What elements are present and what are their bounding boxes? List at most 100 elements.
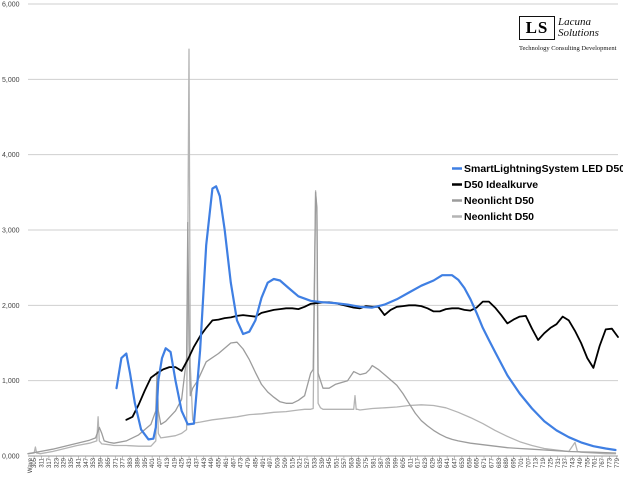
x-axis-first-label: Wave [28,457,34,473]
x-tick-label-10: 365 [106,457,112,468]
x-tick-label-41: 551 [335,457,341,468]
x-tick-label-75: 755 [585,457,591,468]
x-tick-label-55: 635 [438,457,444,468]
logo-monogram: LS [519,16,555,40]
y-tick-label-5: 5,000 [2,77,20,84]
x-tick-label-53: 623 [423,457,429,468]
y-tick-label-2: 2,000 [2,303,20,310]
legend-label-1: D50 Idealkurve [464,179,538,191]
x-tick-label-25: 455 [217,457,223,468]
x-tick-label-22: 437 [194,457,200,468]
x-tick-label-63: 683 [497,457,503,468]
legend-label-3: Neonlicht D50 [464,211,534,223]
x-tick-label-5: 335 [69,457,75,468]
logo-tagline: Technology Consulting Development [519,45,617,52]
x-tick-label-74: 749 [578,457,584,468]
x-tick-label-7: 347 [84,457,90,468]
x-tick-label-21: 431 [187,457,193,468]
x-tick-label-23: 443 [202,457,208,468]
y-tick-label-6: 6,000 [2,2,20,9]
x-tick-label-31: 491 [261,457,267,468]
x-tick-label-15: 395 [143,457,149,468]
x-tick-label-44: 569 [357,457,363,468]
x-tick-label-39: 539 [320,457,326,468]
x-tick-label-11: 371 [113,457,119,468]
x-tick-label-12: 377 [121,457,127,468]
x-tick-label-28: 473 [239,457,245,468]
x-tick-label-13: 383 [128,457,134,468]
x-tick-label-6: 341 [76,457,82,468]
company-logo: LS Lacuna Solutions Technology Consultin… [519,16,617,58]
x-tick-label-35: 515 [290,457,296,468]
x-tick-label-27: 467 [231,457,237,468]
x-tick-label-19: 419 [172,457,178,468]
x-tick-label-60: 665 [475,457,481,468]
x-tick-label-66: 701 [519,457,525,468]
x-tick-label-49: 599 [394,457,400,468]
x-tick-label-17: 407 [158,457,164,468]
x-tick-label-79: 779 [615,457,621,468]
x-tick-label-68: 713 [534,457,540,468]
x-tick-label-43: 563 [349,457,355,468]
series-line-2 [27,191,617,455]
gridlines [28,3,618,457]
y-tick-label-3: 3,000 [2,228,20,235]
x-tick-label-59: 659 [467,457,473,468]
x-tick-label-67: 707 [526,457,532,468]
x-tick-label-20: 425 [180,457,186,468]
x-tick-label-69: 719 [541,457,547,468]
x-tick-label-9: 359 [99,457,105,468]
x-tick-label-61: 671 [482,457,488,468]
x-tick-label-42: 557 [342,457,348,468]
x-tick-label-40: 545 [327,457,333,468]
x-tick-label-14: 389 [135,457,141,468]
x-tick-label-37: 527 [305,457,311,468]
x-tick-label-77: 767 [600,457,606,468]
x-tick-label-78: 773 [607,457,613,468]
x-tick-label-33: 503 [276,457,282,468]
x-tick-label-46: 581 [371,457,377,468]
x-tick-label-50: 605 [401,457,407,468]
series-line-3 [27,48,617,455]
series-lines [27,48,619,455]
x-tick-label-45: 575 [364,457,370,468]
x-tick-label-36: 521 [298,457,304,468]
y-tick-label-4: 4,000 [2,152,20,159]
x-tick-label-8: 353 [91,457,97,468]
legend-label-0: SmartLightningSystem LED D50 [464,163,623,175]
x-tick-label-3: 323 [54,457,60,468]
x-tick-label-38: 533 [312,457,318,468]
x-tick-label-72: 737 [563,457,569,468]
x-tick-label-54: 629 [430,457,436,468]
y-axis-ticks: 0,000 1,000 2,000 3,000 4,000 5,000 6,000 [2,2,20,461]
x-tick-label-51: 611 [408,457,414,467]
y-tick-label-1: 1,000 [2,378,20,385]
legend: SmartLightningSystem LED D50 D50 Idealkur… [452,163,623,223]
x-tick-label-57: 647 [453,457,459,468]
x-tick-label-2: 317 [47,457,53,468]
x-tick-label-16: 401 [150,457,156,468]
x-tick-label-47: 587 [379,457,385,468]
x-tick-label-0: 305 [32,457,38,468]
x-tick-label-30: 485 [253,457,259,468]
x-tick-label-48: 593 [386,457,392,468]
y-tick-label-0: 0,000 [2,454,20,461]
x-tick-label-62: 677 [489,457,495,468]
x-tick-label-76: 761 [593,457,599,468]
x-tick-label-58: 653 [460,457,466,468]
x-tick-label-29: 479 [246,457,252,468]
x-tick-label-26: 461 [224,457,230,468]
logo-name-line2: Solutions [558,27,599,39]
x-tick-label-18: 413 [165,457,171,468]
x-tick-label-65: 695 [512,457,518,468]
x-tick-label-73: 743 [571,457,577,468]
x-tick-label-64: 689 [504,457,510,468]
logo-name-line1: Lacuna [558,16,591,28]
x-tick-label-71: 731 [556,457,562,468]
x-tick-label-56: 641 [445,457,451,468]
x-tick-label-52: 617 [416,457,422,468]
series-line-0 [115,185,617,452]
x-tick-label-4: 329 [62,457,68,468]
